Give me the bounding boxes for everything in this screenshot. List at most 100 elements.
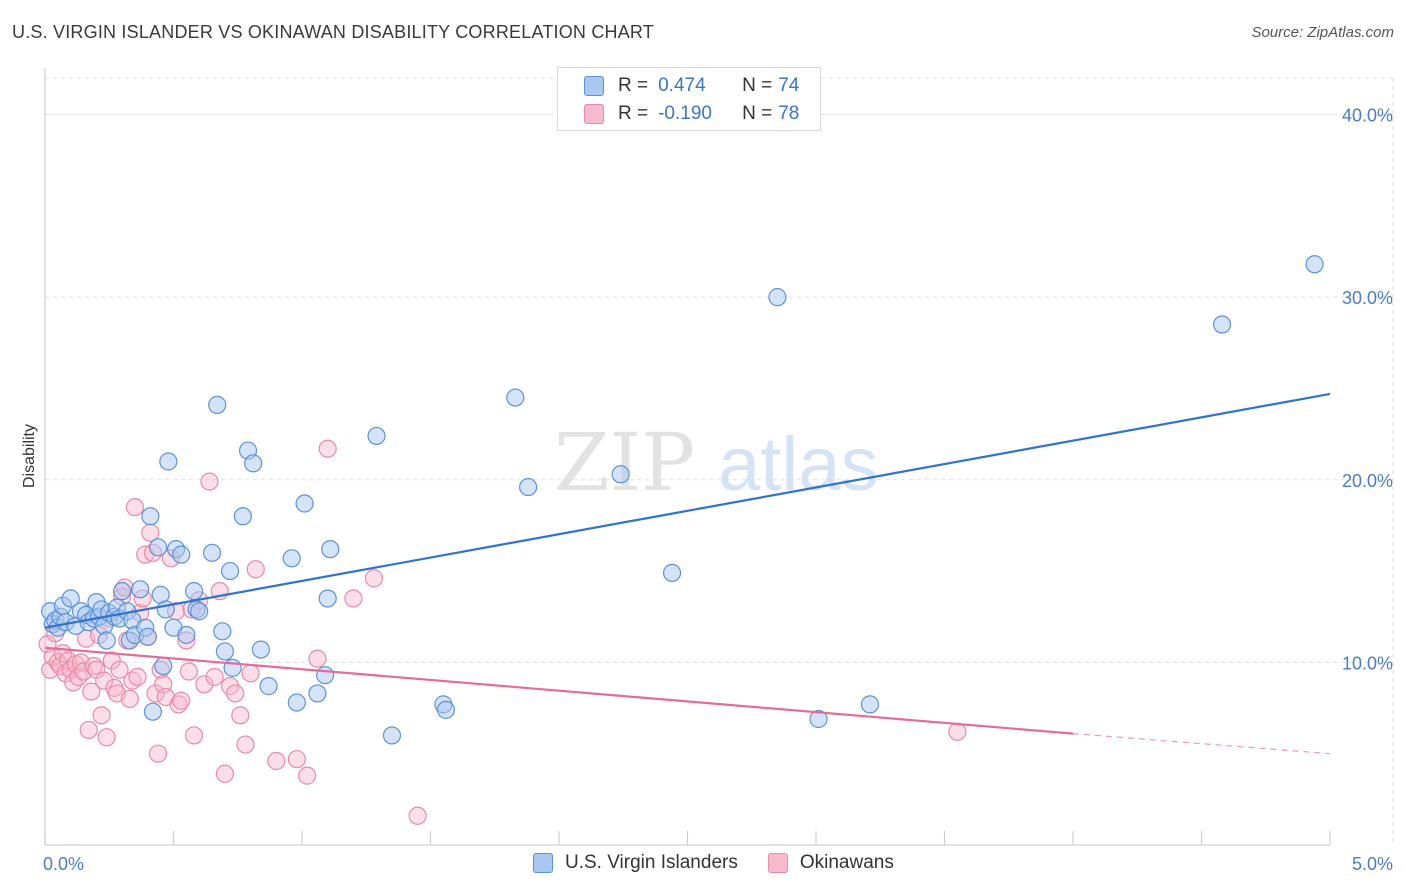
data-point-okinawans	[128, 667, 147, 687]
watermark: ZIP atlas	[554, 416, 879, 509]
legend-swatch-pink	[767, 853, 788, 873]
data-point-okinawans	[146, 684, 165, 703]
data-point-okinawans	[95, 671, 114, 690]
data-point-virgin-islanders	[61, 589, 80, 608]
source-label: Source: ZipAtlas.com	[1251, 24, 1394, 41]
legend-swatch-pink	[584, 104, 604, 124]
data-point-okinawans	[97, 728, 116, 747]
data-point-virgin-islanders	[506, 388, 525, 407]
data-point-virgin-islanders	[190, 602, 209, 621]
data-point-okinawans	[231, 706, 250, 725]
data-point-okinawans	[215, 764, 234, 783]
data-point-virgin-islanders	[172, 545, 191, 564]
y-tick-label: 10.0%	[1342, 653, 1393, 673]
data-point-okinawans	[241, 664, 260, 683]
data-point-virgin-islanders	[662, 563, 682, 582]
data-point-okinawans	[226, 684, 245, 703]
data-point-okinawans	[246, 560, 265, 579]
data-point-virgin-islanders	[436, 700, 456, 719]
data-point-virgin-islanders	[318, 589, 337, 608]
y-axis-label: Disability	[21, 424, 38, 488]
data-point-virgin-islanders	[316, 666, 335, 685]
data-point-virgin-islanders	[184, 582, 204, 601]
data-point-okinawans	[236, 735, 255, 754]
watermark-zip: ZIP	[554, 416, 695, 509]
data-point-virgin-islanders	[112, 582, 132, 601]
data-point-okinawans	[102, 651, 121, 670]
data-point-okinawans	[408, 806, 427, 825]
data-point-virgin-islanders	[251, 640, 270, 659]
data-point-virgin-islanders	[215, 642, 234, 661]
trend-lines	[44, 392, 1331, 755]
chart-title: U.S. VIRGIN ISLANDER VS OKINAWAN DISABIL…	[12, 22, 654, 42]
data-point-okinawans	[344, 589, 363, 608]
data-point-okinawans	[79, 720, 98, 740]
data-point-virgin-islanders	[138, 627, 157, 646]
data-point-okinawans	[82, 682, 101, 701]
data-point-okinawans	[125, 498, 145, 517]
trend-line-virgin-islanders	[44, 392, 1331, 629]
legend-r-label: R =	[618, 75, 649, 96]
legend-label-okinawans: Okinawans	[799, 852, 894, 873]
data-point-virgin-islanders	[233, 507, 252, 526]
data-point-okinawans	[267, 751, 286, 771]
data-point-virgin-islanders	[287, 693, 306, 712]
data-point-virgin-islanders	[259, 677, 278, 696]
data-point-okinawans	[287, 750, 306, 769]
legend-swatch-blue	[533, 853, 553, 873]
data-point-okinawans	[948, 722, 967, 741]
data-point-virgin-islanders	[308, 684, 327, 703]
y-tick-label: 30.0%	[1342, 288, 1393, 308]
data-point-virgin-islanders	[295, 494, 314, 513]
legend-n-label: N =	[742, 103, 773, 124]
x-tick-label: 0.0%	[43, 854, 84, 874]
data-point-okinawans	[69, 667, 88, 687]
data-point-okinawans	[184, 726, 204, 745]
legend-r-label: R =	[618, 103, 649, 124]
data-point-okinawans	[179, 662, 199, 681]
data-point-okinawans	[308, 649, 327, 668]
data-point-okinawans	[120, 689, 139, 709]
data-point-okinawans	[148, 744, 168, 763]
data-point-okinawans	[205, 667, 224, 687]
legend-label-virgin-islanders: U.S. Virgin Islanders	[565, 852, 738, 873]
data-point-virgin-islanders	[282, 549, 301, 568]
data-point-okinawans	[110, 660, 129, 679]
data-point-virgin-islanders	[213, 622, 232, 641]
data-point-virgin-islanders	[148, 538, 168, 557]
data-point-virgin-islanders	[97, 631, 116, 650]
data-point-okinawans	[195, 675, 214, 694]
data-point-virgin-islanders	[244, 454, 263, 473]
correlation-legend: R = 0.474 N = 74 R = -0.190 N = 78	[557, 67, 821, 131]
legend-n-value: 78	[778, 103, 800, 124]
data-point-virgin-islanders	[208, 395, 227, 414]
data-point-virgin-islanders	[768, 288, 787, 307]
data-point-virgin-islanders	[177, 625, 196, 645]
legend-r-value: 0.474	[658, 75, 706, 96]
data-point-okinawans	[298, 766, 317, 785]
data-point-virgin-islanders	[1212, 315, 1232, 334]
data-point-virgin-islanders	[220, 561, 240, 581]
axes	[44, 68, 1331, 846]
legend-item-okinawans: Okinawans	[767, 852, 894, 874]
data-point-virgin-islanders	[156, 600, 175, 619]
data-point-virgin-islanders	[130, 580, 150, 599]
y-tick-label: 20.0%	[1342, 471, 1393, 491]
legend-swatch-blue	[584, 76, 604, 96]
trend-line-okinawans	[44, 646, 1074, 735]
data-point-virgin-islanders	[143, 702, 163, 721]
series-virgin-islanders	[41, 255, 1324, 745]
legend-r-value: -0.190	[658, 103, 712, 124]
y-tick-label: 40.0%	[1342, 106, 1393, 126]
data-point-virgin-islanders	[382, 726, 402, 745]
legend-row-virgin-islanders: R = 0.474 N = 74	[584, 73, 799, 99]
data-point-virgin-islanders	[159, 452, 178, 471]
tick-labels: 10.0% 20.0% 30.0% 40.0% 0.0% 5.0%	[43, 106, 1393, 874]
legend-row-okinawans: R = -0.190 N = 78	[584, 101, 799, 127]
data-point-virgin-islanders	[809, 709, 828, 729]
legend-n-label: N =	[742, 75, 773, 96]
data-point-virgin-islanders	[202, 543, 222, 562]
data-point-virgin-islanders	[519, 477, 538, 497]
data-point-virgin-islanders	[321, 540, 340, 559]
